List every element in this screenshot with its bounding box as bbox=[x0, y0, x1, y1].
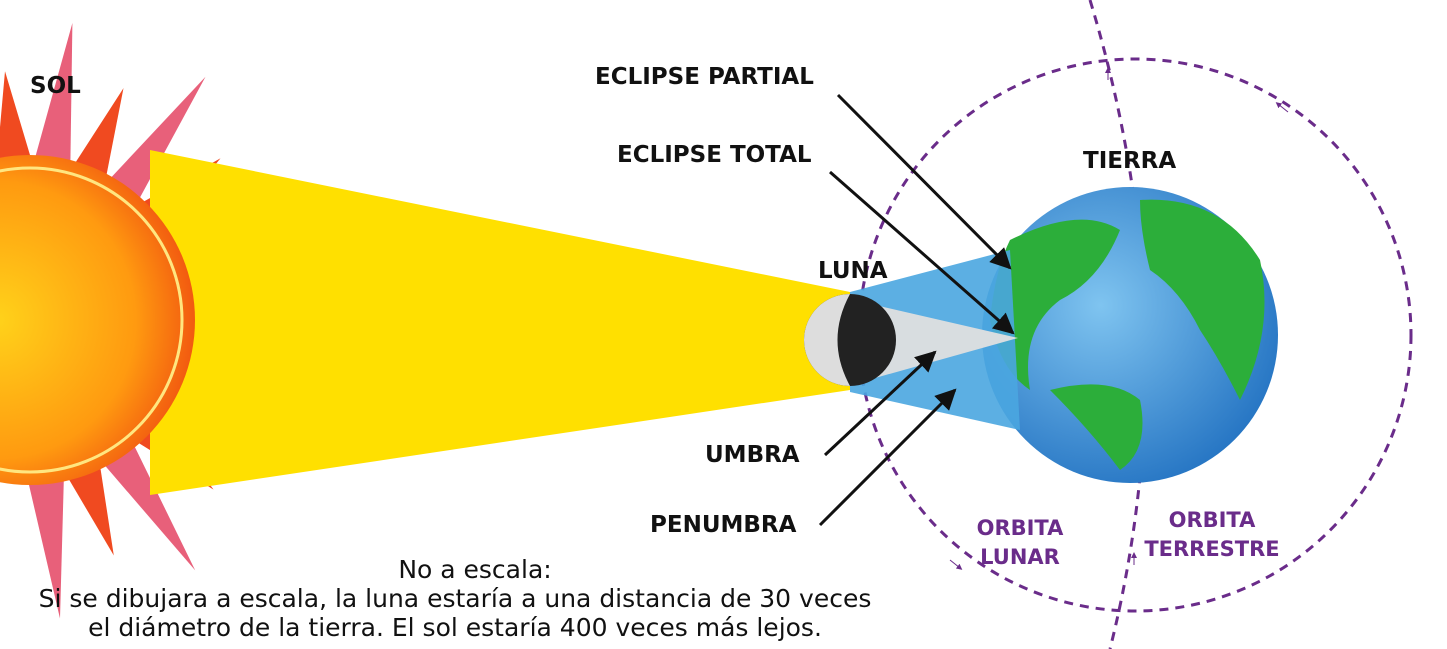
note-title: No a escala: bbox=[398, 555, 551, 584]
moon-label: LUNA bbox=[818, 258, 888, 284]
sun-label: SOL bbox=[30, 73, 81, 99]
earth-label: TIERRA bbox=[1083, 148, 1176, 174]
partial-label: ECLIPSE PARTIAL bbox=[595, 64, 814, 90]
lunar-orbit-label: ORBITA bbox=[977, 516, 1065, 540]
earth-orbit-label: ORBITA bbox=[1169, 508, 1257, 532]
orbit-arrow bbox=[950, 560, 960, 568]
arrow bbox=[820, 390, 955, 525]
umbra-label: UMBRA bbox=[705, 442, 800, 468]
arrow bbox=[838, 95, 1010, 268]
note-line: el diámetro de la tierra. El sol estaría… bbox=[88, 613, 822, 642]
sun-ray bbox=[32, 23, 73, 176]
penumbra-label: PENUMBRA bbox=[650, 512, 797, 538]
total-label: ECLIPSE TOTAL bbox=[617, 142, 812, 168]
eclipse-diagram: SOL ECLIPSE PARTIAL ECLIPSE TOTAL TIERRA… bbox=[0, 0, 1447, 649]
lunar-orbit-label: LUNAR bbox=[980, 545, 1060, 569]
note-line: Si se dibujara a escala, la luna estaría… bbox=[39, 584, 872, 613]
earth-orbit-label: TERRESTRE bbox=[1144, 537, 1279, 561]
